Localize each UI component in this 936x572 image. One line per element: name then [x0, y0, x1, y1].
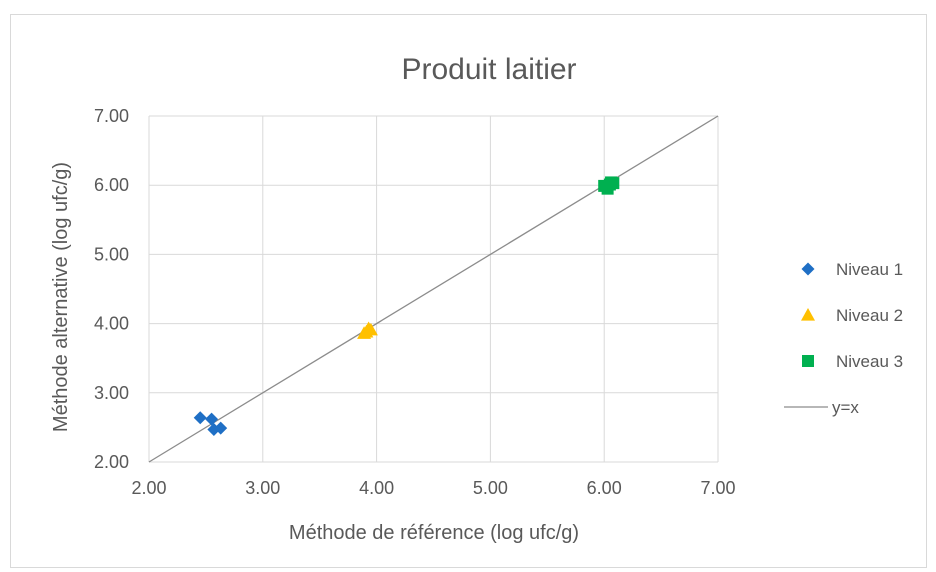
y-tick-label: 7.00 — [94, 106, 129, 126]
reference-line-group — [148, 115, 719, 463]
legend-label-niveau-3: Niveau 3 — [836, 352, 903, 371]
chart-title: Produit laitier — [401, 53, 576, 86]
x-tick-label: 5.00 — [473, 478, 508, 498]
y-tick-label: 2.00 — [94, 452, 129, 472]
x-tick-label: 3.00 — [245, 478, 280, 498]
point-niveau-3 — [605, 176, 618, 189]
point-niveau-1 — [205, 412, 219, 426]
legend: Niveau 1 Niveau 2 Niveau 3 y=x — [784, 260, 903, 417]
point-niveau-2 — [363, 322, 378, 336]
reference-line — [148, 115, 719, 463]
chart-frame: Produit laitier 2.00 3.00 4.00 5.00 6.00 7.00… — [10, 14, 927, 568]
y-tick-label: 5.00 — [94, 244, 129, 264]
data-points — [193, 176, 620, 436]
legend-label-niveau-2: Niveau 2 — [836, 306, 903, 325]
y-tick-label: 4.00 — [94, 314, 129, 334]
tick-labels: 2.00 3.00 4.00 5.00 6.00 7.00 2.00 3.00 4.00 5.00… — [94, 106, 736, 498]
x-tick-label: 4.00 — [359, 478, 394, 498]
legend-label-niveau-1: Niveau 1 — [836, 260, 903, 279]
point-niveau-1 — [214, 421, 228, 435]
y-tick-label: 3.00 — [94, 383, 129, 403]
legend-marker-niveau-1 — [801, 262, 815, 276]
x-tick-label: 7.00 — [700, 478, 735, 498]
y-axis-label: Méthode alternative (log ufc/g) — [50, 162, 72, 432]
legend-label-yx: y=x — [832, 398, 859, 417]
x-tick-label: 6.00 — [587, 478, 622, 498]
legend-marker-niveau-2 — [801, 308, 815, 321]
x-tick-label: 2.00 — [131, 478, 166, 498]
scatter-chart: Produit laitier 2.00 3.00 4.00 5.00 6.00 7.00… — [50, 53, 903, 544]
x-axis-label: Méthode de référence (log ufc/g) — [289, 522, 579, 544]
y-tick-label: 6.00 — [94, 175, 129, 195]
legend-marker-niveau-3 — [802, 355, 814, 367]
point-niveau-1 — [193, 411, 207, 425]
gridlines — [148, 115, 719, 463]
